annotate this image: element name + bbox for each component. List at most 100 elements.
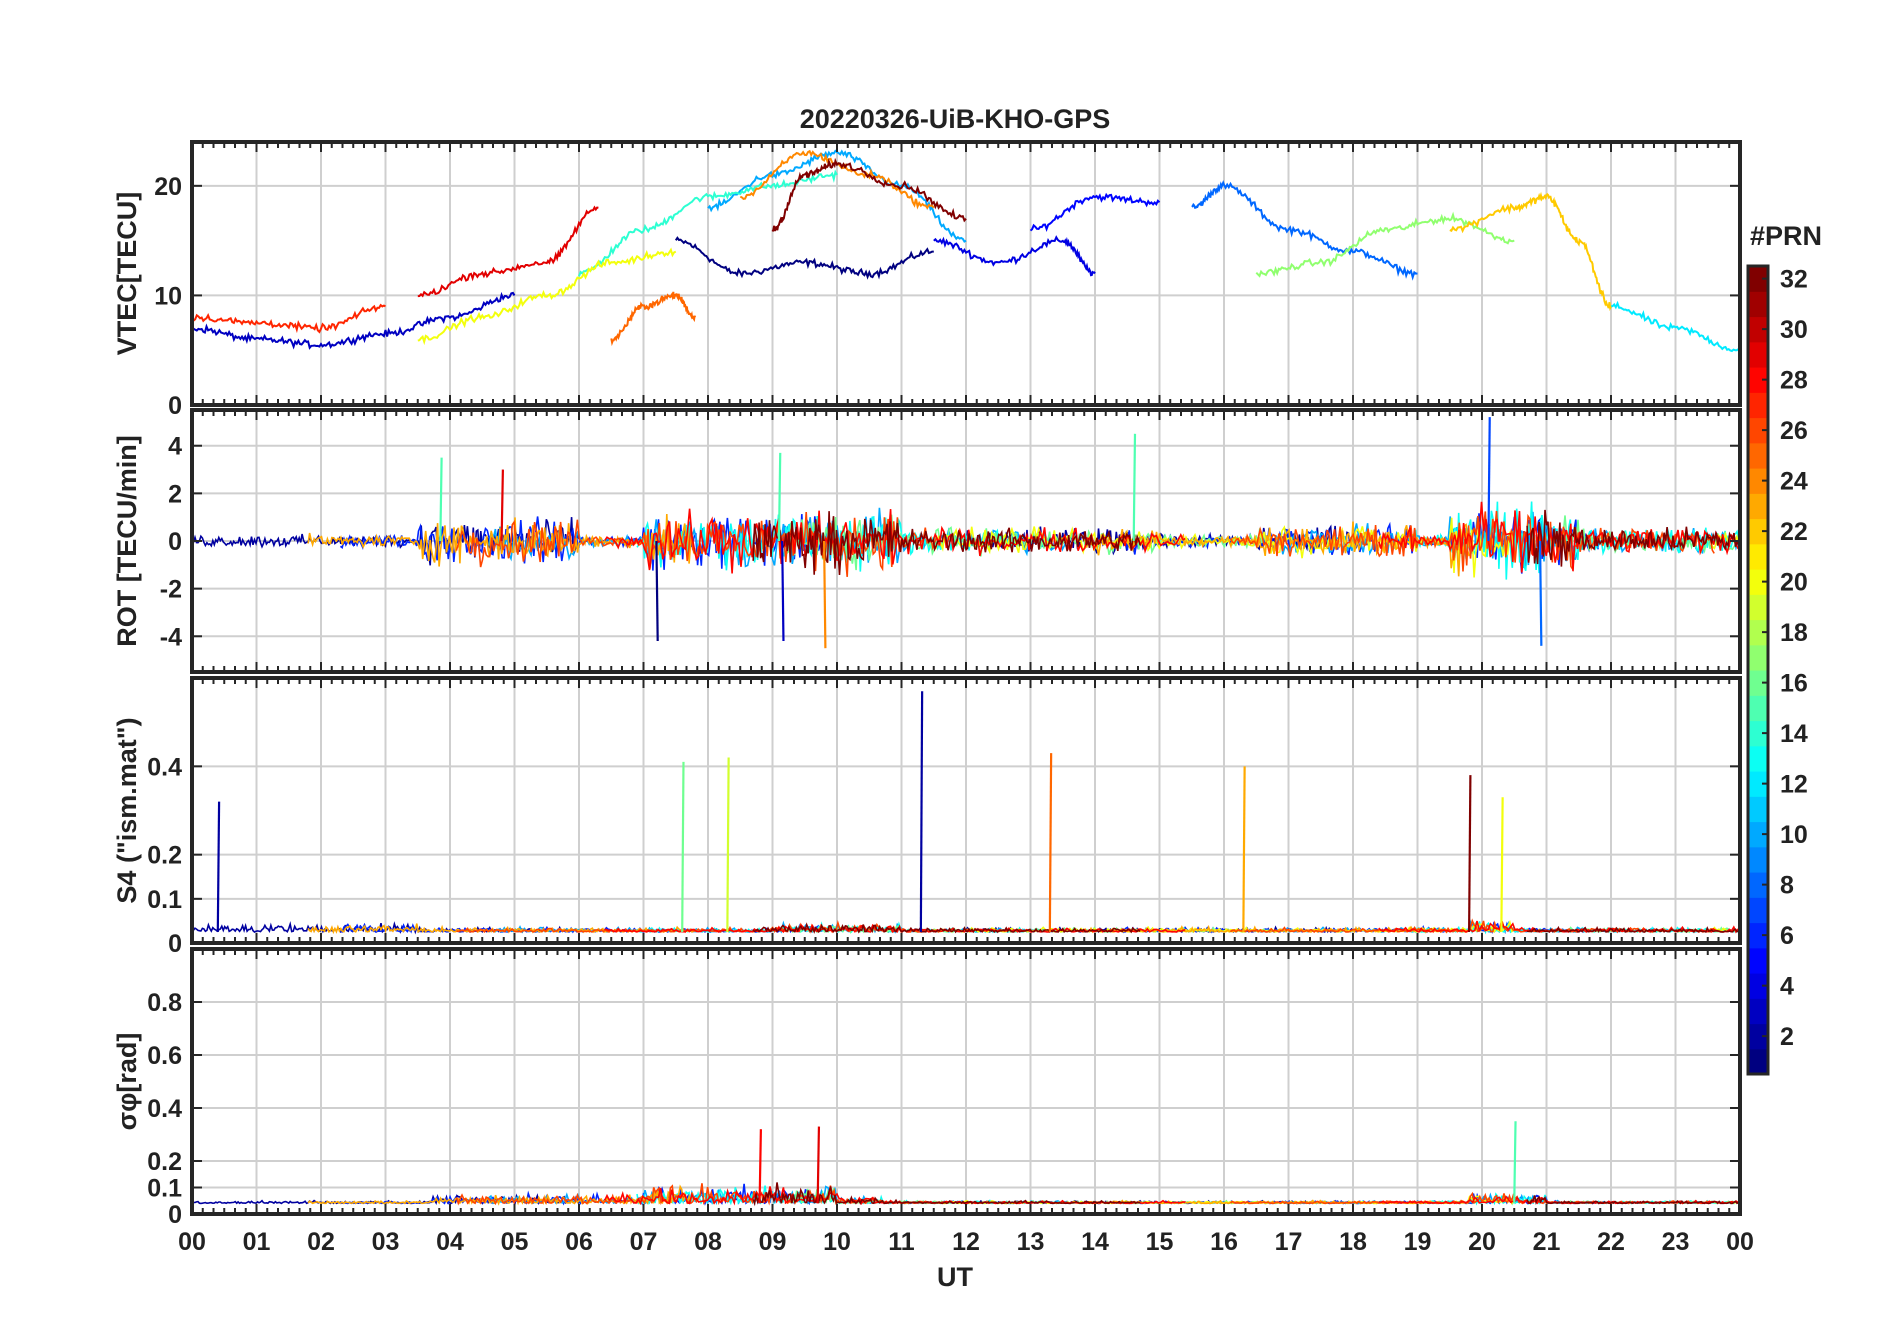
series-group: [192, 1121, 1740, 1207]
x-tick-label: 23: [1662, 1228, 1690, 1256]
spike: [1242, 766, 1246, 932]
spike: [1513, 1121, 1517, 1204]
x-tick-label: 00: [1726, 1228, 1754, 1256]
colorbar-swatch: [1748, 745, 1768, 772]
colorbar-tick-label: 18: [1780, 619, 1808, 647]
x-tick-label: 04: [436, 1228, 464, 1256]
colorbar-swatch: [1748, 796, 1768, 823]
tick-marks: [191, 410, 1741, 672]
spike: [1468, 775, 1472, 932]
x-tick-label: 13: [1017, 1228, 1045, 1256]
spike: [823, 540, 827, 649]
colorbar-swatch: [1748, 316, 1768, 343]
colorbar-tick-label: 12: [1780, 771, 1808, 799]
chart-title: 20220326-UiB-KHO-GPS: [800, 104, 1111, 134]
colorbar-swatch: [1748, 771, 1768, 797]
series-prn-26: [456, 919, 941, 934]
colorbar-swatch: [1748, 872, 1768, 898]
series-prn-17: [1255, 211, 1515, 278]
x-tick-label: 15: [1146, 1228, 1174, 1256]
x-tick-label: 06: [565, 1228, 593, 1256]
colorbar-tick-label: 30: [1780, 316, 1808, 344]
y-tick-label: 0.8: [147, 989, 182, 1017]
panel-rot: -4 -2 0 2 4 ROT [TECU/min]: [112, 408, 1742, 674]
tick-marks: [191, 949, 1741, 1215]
series-prn-32: [1526, 509, 1740, 567]
colorbar-tick-label: 6: [1780, 922, 1794, 950]
y-axis-label: S4 ("ism.mat"): [112, 717, 142, 903]
spike: [1048, 753, 1053, 932]
spike: [500, 469, 504, 542]
tick-marks: [191, 678, 1741, 944]
colorbar-swatch: [1748, 291, 1768, 318]
colorbar-tick-label: 22: [1780, 518, 1808, 546]
x-tick-label: 19: [1404, 1228, 1432, 1256]
y-tick-label: 0: [168, 930, 182, 958]
grid: [191, 949, 1741, 1215]
colorbar-swatch: [1748, 543, 1768, 570]
series-prn-23: [307, 513, 696, 567]
x-tick-label: 16: [1210, 1228, 1238, 1256]
y-tick-label: 0.1: [147, 886, 182, 914]
colorbar-swatch: [1748, 821, 1768, 848]
series-prn-26: [1229, 918, 1715, 934]
colorbar-label: #PRN: [1750, 221, 1822, 251]
grid: [191, 142, 1741, 406]
colorbar-swatch: [1748, 569, 1768, 595]
x-tick-label: 01: [243, 1228, 271, 1256]
series-prn-22: [1449, 191, 1612, 312]
colorbar-frame: [1746, 264, 1770, 1076]
spike: [816, 1126, 821, 1204]
series-prn-8: [1191, 180, 1418, 281]
colorbar-swatch: [1748, 468, 1768, 494]
colorbar-swatch: [1748, 594, 1768, 621]
spike: [681, 761, 685, 932]
x-tick-label: 12: [952, 1228, 980, 1256]
spike: [781, 540, 785, 642]
colorbar-tick-label: 20: [1780, 569, 1808, 597]
y-tick-label: 0.4: [147, 1095, 182, 1123]
spike: [439, 457, 443, 542]
x-tick-label: 05: [501, 1228, 529, 1256]
y-tick-label: 2: [168, 480, 182, 508]
y-axis-label: σφ[rad]: [112, 1033, 142, 1131]
x-tick-label: 08: [694, 1228, 722, 1256]
series-prn-10: [707, 149, 967, 243]
colorbar-swatch: [1748, 922, 1768, 949]
y-tick-label: 0.2: [147, 842, 182, 870]
x-tick-label: 00: [178, 1228, 206, 1256]
colorbar-tick-label: 10: [1780, 821, 1808, 849]
colorbar-tick-label: 4: [1780, 973, 1794, 1001]
x-tick-label: 17: [1275, 1228, 1303, 1256]
y-tick-label: 0.2: [147, 1148, 182, 1176]
colorbar-tick-label: 8: [1780, 872, 1794, 900]
colorbar-tick-label: 14: [1780, 720, 1808, 748]
series-prn-14: [578, 169, 838, 277]
colorbar-swatch: [1748, 695, 1768, 722]
colorbar-tick-label: 28: [1780, 367, 1808, 395]
x-tick-label: 02: [307, 1228, 335, 1256]
colorbar-tick-label: 32: [1780, 266, 1808, 294]
series-prn-28: [604, 508, 1186, 574]
y-tick-label: 0.6: [147, 1042, 182, 1070]
x-tick-label: 07: [630, 1228, 658, 1256]
x-tick-label: 22: [1597, 1228, 1625, 1256]
colorbar-swatch: [1748, 493, 1768, 520]
colorbar-swatch: [1748, 720, 1768, 747]
x-tick-label: 09: [759, 1228, 787, 1256]
series-prn-26: [1229, 510, 1715, 572]
spike: [1487, 417, 1491, 542]
x-tick-label: 21: [1533, 1228, 1561, 1256]
colorbar-tick-label: 24: [1780, 468, 1808, 496]
colorbar-swatch: [1748, 619, 1768, 646]
colorbar-swatch: [1748, 442, 1768, 469]
series-prn-27: [192, 303, 386, 334]
x-tick-label: 03: [372, 1228, 400, 1256]
colorbar-swatch: [1748, 1023, 1768, 1050]
colorbar-swatch: [1748, 670, 1768, 696]
x-tick-label: 14: [1081, 1228, 1109, 1256]
y-axis-label: ROT [TECU/min]: [112, 435, 142, 646]
colorbar-swatch: [1748, 846, 1768, 873]
spike: [1500, 797, 1504, 932]
